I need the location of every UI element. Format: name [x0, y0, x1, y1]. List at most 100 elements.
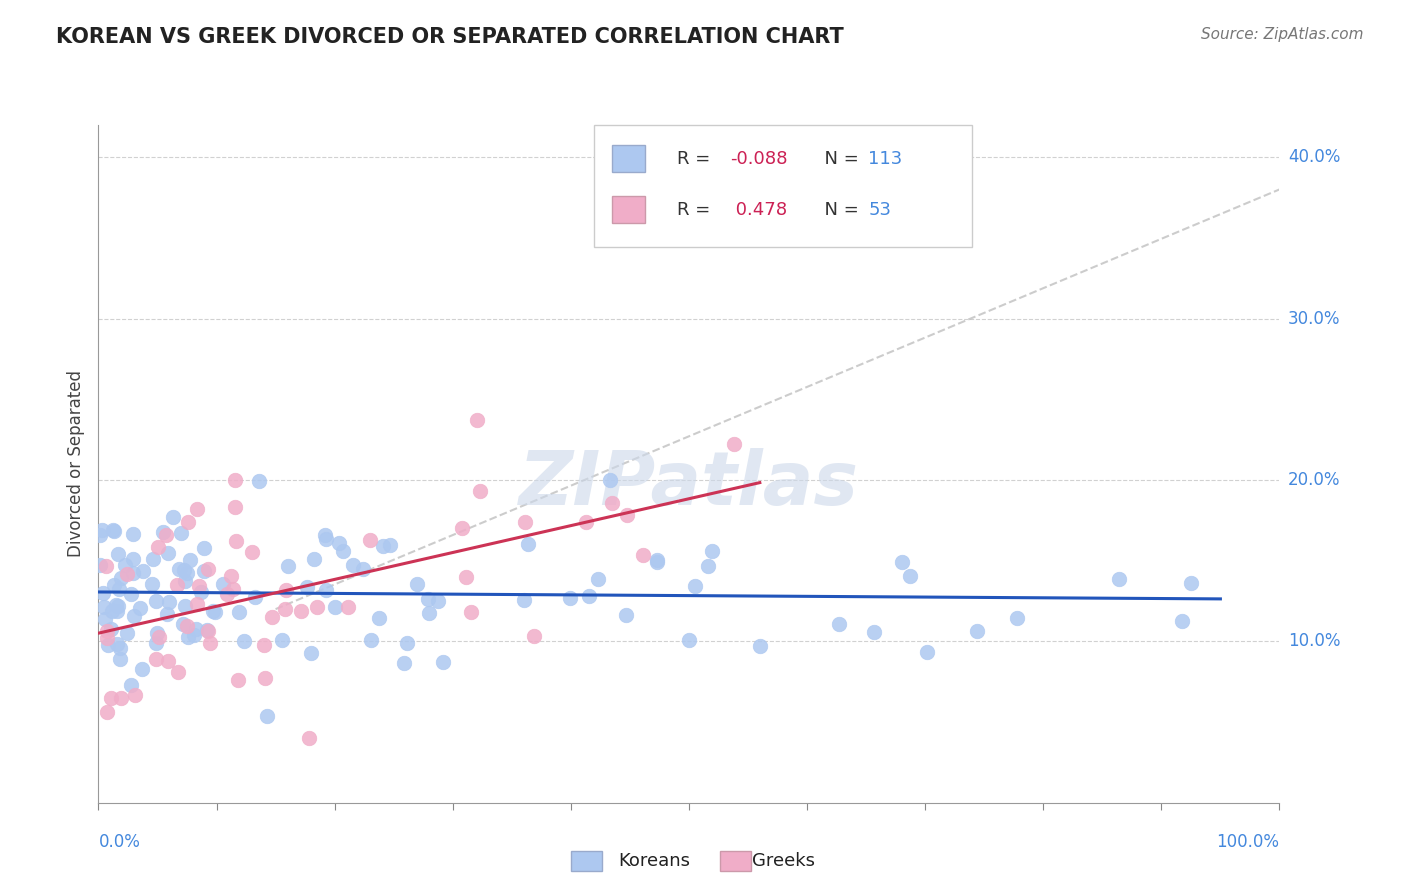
Text: 0.478: 0.478: [730, 201, 787, 219]
Point: [167, 665, 190, 679]
Point: [108, 582, 131, 596]
Point: [631, 548, 654, 562]
Point: [454, 570, 477, 584]
Point: [271, 632, 294, 647]
Point: [107, 547, 129, 561]
Point: [418, 606, 440, 620]
Point: [101, 523, 124, 537]
Point: [560, 591, 582, 606]
Point: [122, 609, 145, 624]
Point: [187, 579, 209, 593]
Point: [359, 533, 381, 548]
Text: R =: R =: [678, 201, 716, 219]
Point: [523, 630, 546, 644]
Point: [295, 580, 318, 594]
Point: [368, 611, 391, 625]
Point: [315, 582, 337, 597]
Text: N =: N =: [813, 150, 865, 168]
Point: [105, 604, 128, 618]
Point: [184, 622, 207, 636]
Point: [678, 632, 700, 647]
Point: [1108, 572, 1130, 586]
Text: Source: ZipAtlas.com: Source: ZipAtlas.com: [1201, 27, 1364, 42]
Point: [186, 597, 208, 611]
Text: Koreans: Koreans: [619, 852, 690, 870]
Point: [371, 540, 394, 554]
Point: [645, 555, 668, 569]
Point: [146, 540, 169, 554]
Point: [332, 543, 354, 558]
Point: [103, 578, 125, 592]
Point: [515, 515, 537, 529]
Point: [314, 527, 336, 541]
Bar: [571, 851, 602, 871]
Point: [702, 544, 724, 558]
Point: [172, 617, 194, 632]
Point: [219, 568, 242, 582]
Point: [645, 553, 668, 567]
Point: [890, 555, 912, 569]
Point: [395, 636, 418, 650]
Point: [124, 689, 146, 703]
Y-axis label: Divorced or Separated: Divorced or Separated: [67, 370, 86, 558]
Point: [155, 528, 177, 542]
Point: [94, 612, 117, 626]
Point: [290, 604, 312, 618]
Point: [276, 583, 298, 598]
Point: [115, 567, 138, 582]
Point: [307, 600, 329, 615]
Point: [157, 595, 180, 609]
Point: [600, 496, 623, 510]
Point: [966, 624, 988, 639]
Point: [517, 537, 540, 551]
Point: [418, 592, 440, 607]
Point: [193, 565, 215, 579]
Point: [898, 569, 921, 583]
Point: [162, 510, 184, 524]
Point: [152, 524, 174, 539]
Point: [103, 524, 125, 539]
Point: [110, 641, 132, 656]
Point: [253, 638, 276, 652]
Text: 20.0%: 20.0%: [1288, 471, 1340, 489]
Point: [328, 536, 350, 550]
Point: [121, 566, 143, 581]
Point: [915, 645, 938, 659]
Point: [202, 604, 225, 618]
Text: R =: R =: [678, 150, 716, 168]
Point: [197, 624, 219, 639]
Point: [392, 656, 415, 670]
Point: [360, 632, 382, 647]
Point: [96, 631, 118, 645]
Point: [190, 584, 212, 599]
Point: [1180, 576, 1202, 591]
Text: 40.0%: 40.0%: [1288, 148, 1340, 166]
Point: [378, 538, 401, 552]
Point: [132, 564, 155, 578]
Text: Greeks: Greeks: [752, 852, 815, 870]
FancyBboxPatch shape: [612, 145, 645, 172]
Point: [211, 577, 233, 591]
Point: [110, 651, 132, 665]
Point: [298, 731, 321, 746]
Point: [243, 590, 266, 604]
Point: [97, 638, 120, 652]
Point: [100, 623, 122, 637]
Bar: [720, 851, 751, 871]
Point: [215, 587, 238, 601]
Point: [156, 607, 179, 621]
Point: [315, 532, 337, 546]
Point: [225, 534, 247, 549]
Point: [323, 600, 346, 615]
Point: [176, 619, 198, 633]
Text: 100.0%: 100.0%: [1216, 833, 1279, 851]
Point: [723, 437, 745, 451]
FancyBboxPatch shape: [612, 196, 645, 223]
Point: [176, 566, 198, 581]
Point: [114, 558, 136, 573]
Point: [260, 610, 283, 624]
Point: [685, 579, 707, 593]
Point: [197, 562, 219, 576]
Point: [614, 607, 637, 622]
Point: [141, 577, 163, 591]
